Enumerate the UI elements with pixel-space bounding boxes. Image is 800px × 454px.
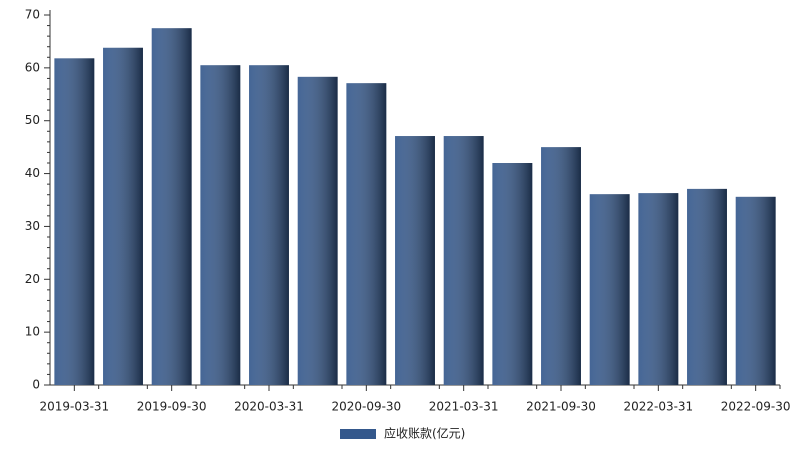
y-tick-label: 60 bbox=[25, 60, 40, 74]
bar bbox=[589, 194, 630, 385]
x-tick-label: 2021-09-30 bbox=[526, 400, 596, 414]
bar bbox=[151, 28, 192, 385]
bar bbox=[492, 163, 533, 385]
x-tick-label: 2022-09-30 bbox=[721, 400, 791, 414]
y-tick-label: 50 bbox=[25, 113, 40, 127]
bar bbox=[249, 65, 289, 385]
y-tick-label: 20 bbox=[25, 272, 40, 286]
bar bbox=[638, 193, 679, 385]
bar bbox=[541, 147, 581, 385]
x-tick-label: 2019-09-30 bbox=[137, 400, 207, 414]
bar bbox=[395, 136, 435, 385]
bar bbox=[346, 83, 387, 385]
bar bbox=[687, 188, 727, 385]
y-tick-label: 70 bbox=[25, 8, 40, 22]
x-tick-label: 2022-03-31 bbox=[623, 400, 693, 414]
x-tick-label: 2019-03-31 bbox=[39, 400, 109, 414]
y-tick-label: 40 bbox=[25, 166, 40, 180]
bar bbox=[297, 76, 338, 385]
x-tick-label: 2021-03-31 bbox=[429, 400, 499, 414]
y-tick-label: 0 bbox=[32, 378, 40, 392]
x-tick-label: 2020-09-30 bbox=[331, 400, 401, 414]
bar bbox=[103, 47, 143, 386]
bar bbox=[54, 58, 95, 385]
y-tick-label: 10 bbox=[25, 325, 40, 339]
bar bbox=[443, 136, 484, 385]
bar bbox=[735, 196, 776, 385]
x-tick-label: 2020-03-31 bbox=[234, 400, 304, 414]
bar bbox=[200, 65, 241, 385]
y-tick-label: 30 bbox=[25, 219, 40, 233]
legend-label: 应收账款(亿元) bbox=[384, 426, 465, 441]
legend-swatch bbox=[340, 429, 376, 439]
